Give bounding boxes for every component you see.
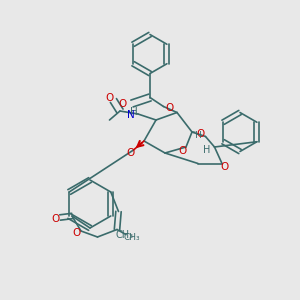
Text: H: H bbox=[203, 145, 211, 155]
Text: H: H bbox=[130, 106, 138, 117]
Text: O: O bbox=[220, 162, 229, 172]
Text: O: O bbox=[165, 103, 174, 113]
Text: N: N bbox=[127, 110, 135, 121]
Text: O: O bbox=[178, 146, 187, 156]
Text: O: O bbox=[119, 99, 127, 110]
Text: CH₃: CH₃ bbox=[123, 232, 140, 242]
Text: O: O bbox=[126, 148, 135, 158]
Text: "H: "H bbox=[191, 131, 202, 140]
Text: O: O bbox=[196, 129, 205, 140]
Text: O: O bbox=[51, 214, 60, 224]
Text: O: O bbox=[105, 93, 114, 103]
Text: CH₃: CH₃ bbox=[116, 230, 134, 241]
Text: O: O bbox=[72, 228, 81, 239]
